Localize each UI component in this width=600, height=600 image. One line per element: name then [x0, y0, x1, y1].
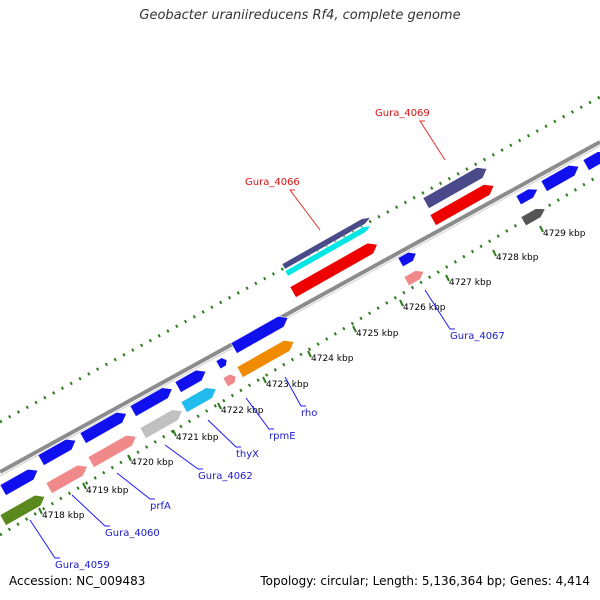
- feature-arrow: [222, 373, 237, 388]
- scale-tick-label: 4721 kbp: [176, 433, 219, 443]
- leader-line: [207, 419, 241, 448]
- scale-tick-label: 4726 kbp: [403, 303, 446, 313]
- feature-arrow: [37, 438, 77, 466]
- scale-tick-mark: [307, 350, 312, 358]
- feature-arrow: [230, 316, 289, 354]
- leader-line: [424, 289, 455, 330]
- feature-arrow: [403, 270, 425, 287]
- genome-backbone: [0, 140, 600, 477]
- feature-arrow: [129, 387, 173, 417]
- feature-arrow: [236, 340, 295, 378]
- gene-label: thyX: [236, 449, 259, 460]
- feature-arrow: [284, 225, 372, 277]
- scale-tick-mark: [492, 249, 497, 257]
- feature-arrow: [45, 465, 88, 494]
- feature-arrow: [79, 412, 127, 444]
- gene-label: Gura_4069: [375, 108, 430, 119]
- scale-ticks: 4718 kbp 4719 kbp 4720 kbp 4721 kbp 4722 kbp…: [38, 225, 586, 521]
- scale-tick-label: 4718 kbp: [42, 511, 85, 521]
- feature-arrow: [215, 357, 228, 370]
- feature-arrow: [174, 369, 207, 393]
- leader-line: [419, 120, 446, 161]
- feature-arrow: [515, 188, 539, 206]
- gene-label: Gura_4062: [198, 471, 253, 482]
- scale-tick-mark: [38, 507, 43, 515]
- feature-arrow: [139, 409, 183, 439]
- feature-arrow: [281, 217, 372, 270]
- scale-tick-label: 4724 kbp: [311, 354, 354, 364]
- scale-tick-mark: [445, 274, 450, 282]
- scale-tick-label: 4723 kbp: [266, 380, 309, 390]
- leader-line: [245, 397, 274, 430]
- scale-tick-mark: [217, 402, 222, 410]
- scale-tick-mark: [127, 454, 132, 462]
- scale-tick-label: 4719 kbp: [86, 486, 129, 496]
- leader-line: [289, 189, 321, 231]
- dotted-scale-lines: [0, 95, 600, 537]
- gene-label: prfA: [150, 501, 171, 512]
- leader-line: [116, 472, 155, 500]
- gene-label: rho: [301, 408, 317, 419]
- feature-arrow: [0, 495, 46, 526]
- leader-line: [284, 376, 306, 407]
- scale-tick-mark: [352, 325, 357, 333]
- feature-arrow: [180, 387, 217, 413]
- feature-arrow: [540, 164, 580, 192]
- feature-arrow: [582, 151, 600, 171]
- feature-arrow: [87, 435, 137, 468]
- feature-arrow: [289, 242, 378, 298]
- scale-tick-mark: [539, 225, 544, 233]
- leader-line: [29, 519, 60, 559]
- inner-dotted-line: [0, 173, 600, 537]
- scale-tick-label: 4729 kbp: [543, 229, 586, 239]
- gene-label: Gura_4060: [105, 528, 160, 539]
- feature-arrow: [520, 208, 546, 227]
- feature-arrow: [422, 167, 488, 209]
- feature-arrow: [429, 184, 495, 226]
- gene-label: Gura_4059: [55, 560, 110, 571]
- genome-summary-text: Topology: circular; Length: 5,136,364 bp…: [260, 574, 590, 588]
- scale-tick-label: 4720 kbp: [131, 458, 174, 468]
- feature-arrow: [0, 468, 39, 496]
- backbone-line: [0, 140, 600, 474]
- scale-tick-label: 4727 kbp: [449, 278, 492, 288]
- gene-labels: Gura_4059 Gura_4060 prfA Gura_4062 thyX rpmE r…: [29, 108, 505, 571]
- leader-line: [164, 444, 203, 470]
- scale-tick-mark: [172, 429, 177, 437]
- map-title: Geobacter uraniireducens Rf4, complete g…: [139, 8, 461, 23]
- gene-label: Gura_4066: [245, 177, 300, 188]
- accession-text: Accession: NC_009483: [9, 574, 146, 588]
- scale-tick-label: 4728 kbp: [496, 253, 539, 263]
- leader-line: [71, 494, 110, 527]
- gene-label: Gura_4067: [450, 331, 505, 342]
- scale-tick-mark: [82, 482, 87, 490]
- scale-tick-mark: [262, 376, 267, 384]
- gene-label: rpmE: [269, 431, 296, 442]
- feature-tracks: [0, 151, 600, 526]
- scale-tick-label: 4725 kbp: [356, 329, 399, 339]
- scale-tick-label: 4722 kbp: [221, 406, 264, 416]
- backbone-highlight: [0, 145, 600, 477]
- feature-arrow: [397, 251, 417, 268]
- scale-tick-mark: [399, 299, 404, 307]
